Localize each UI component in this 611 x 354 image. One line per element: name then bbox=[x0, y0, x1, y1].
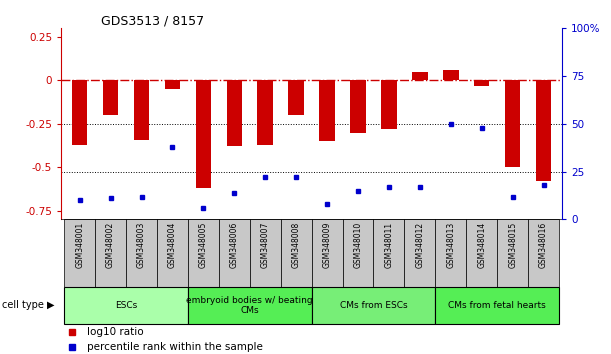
Bar bbox=[528, 219, 559, 287]
Bar bbox=[497, 219, 528, 287]
Bar bbox=[466, 219, 497, 287]
Text: GSM348014: GSM348014 bbox=[477, 222, 486, 268]
Bar bbox=[320, 80, 335, 141]
Text: GSM348003: GSM348003 bbox=[137, 222, 146, 268]
Bar bbox=[64, 287, 188, 324]
Bar bbox=[157, 219, 188, 287]
Text: GSM348001: GSM348001 bbox=[75, 222, 84, 268]
Bar bbox=[350, 80, 366, 133]
Text: GSM348015: GSM348015 bbox=[508, 222, 517, 268]
Bar bbox=[134, 80, 149, 139]
Bar bbox=[227, 80, 242, 147]
Bar bbox=[505, 80, 521, 167]
Bar bbox=[312, 287, 435, 324]
Text: percentile rank within the sample: percentile rank within the sample bbox=[87, 342, 263, 352]
Bar bbox=[312, 219, 343, 287]
Text: GSM348009: GSM348009 bbox=[323, 222, 332, 268]
Text: GSM348006: GSM348006 bbox=[230, 222, 239, 268]
Text: CMs from ESCs: CMs from ESCs bbox=[340, 301, 408, 310]
Text: GSM348004: GSM348004 bbox=[168, 222, 177, 268]
Bar bbox=[103, 80, 119, 115]
Text: GSM348012: GSM348012 bbox=[415, 222, 425, 268]
Text: GSM348010: GSM348010 bbox=[354, 222, 362, 268]
Text: embryoid bodies w/ beating
CMs: embryoid bodies w/ beating CMs bbox=[186, 296, 313, 315]
Bar bbox=[373, 219, 404, 287]
Text: GSM348008: GSM348008 bbox=[291, 222, 301, 268]
Bar bbox=[188, 287, 312, 324]
Bar bbox=[474, 80, 489, 86]
Text: GSM348002: GSM348002 bbox=[106, 222, 115, 268]
Bar bbox=[196, 80, 211, 188]
Bar bbox=[257, 80, 273, 145]
Bar bbox=[343, 219, 373, 287]
Bar bbox=[250, 219, 280, 287]
Bar bbox=[126, 219, 157, 287]
Bar bbox=[72, 80, 87, 145]
Bar bbox=[404, 219, 435, 287]
Text: ESCs: ESCs bbox=[115, 301, 137, 310]
Text: cell type ▶: cell type ▶ bbox=[2, 300, 55, 310]
Text: GSM348007: GSM348007 bbox=[261, 222, 269, 268]
Text: GSM348016: GSM348016 bbox=[539, 222, 548, 268]
Bar bbox=[435, 287, 559, 324]
Bar bbox=[64, 219, 95, 287]
Text: CMs from fetal hearts: CMs from fetal hearts bbox=[448, 301, 546, 310]
Text: GDS3513 / 8157: GDS3513 / 8157 bbox=[101, 14, 204, 27]
Bar bbox=[412, 72, 428, 80]
Bar bbox=[536, 80, 551, 181]
Text: GSM348005: GSM348005 bbox=[199, 222, 208, 268]
Bar bbox=[381, 80, 397, 129]
Text: GSM348011: GSM348011 bbox=[384, 222, 393, 268]
Bar bbox=[95, 219, 126, 287]
Bar bbox=[165, 80, 180, 89]
Bar bbox=[188, 219, 219, 287]
Bar bbox=[443, 70, 458, 80]
Text: GSM348013: GSM348013 bbox=[446, 222, 455, 268]
Bar bbox=[280, 219, 312, 287]
Text: log10 ratio: log10 ratio bbox=[87, 327, 144, 337]
Bar bbox=[435, 219, 466, 287]
Bar bbox=[219, 219, 250, 287]
Bar bbox=[288, 80, 304, 115]
